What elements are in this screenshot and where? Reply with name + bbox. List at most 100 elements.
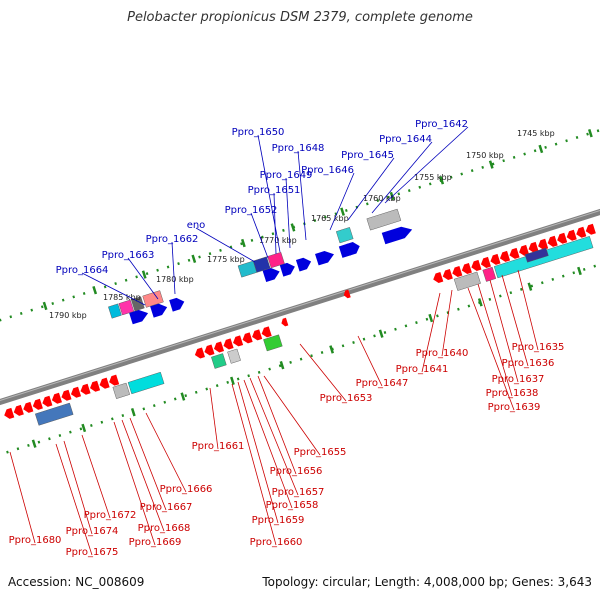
callout-line: [113, 421, 156, 546]
kbp-label: 1780 kbp: [156, 275, 194, 284]
gene-box: [227, 348, 241, 364]
minus-gene-label-Ppro_1657: Ppro_1657: [272, 487, 325, 498]
forward-gene: [346, 242, 360, 256]
plus-gene-label-Ppro_1642: Ppro_1642: [415, 119, 468, 130]
reverse-gene: [343, 289, 351, 299]
callout-line: [517, 269, 539, 351]
callout-line: [421, 292, 441, 373]
callout-line: [250, 212, 269, 259]
gene-box: [263, 334, 283, 352]
reverse-gene-arrow: [499, 250, 511, 262]
forward-gene: [262, 267, 280, 283]
major-tick: [329, 345, 335, 354]
reverse-gene: [233, 335, 244, 347]
forward-gene-arrow: [129, 309, 149, 325]
minus-gene-label-Ppro_1668: Ppro_1668: [138, 523, 191, 534]
gene-box-navy2: [524, 247, 549, 263]
reverse-gene: [80, 383, 91, 395]
major-tick: [290, 223, 296, 232]
reverse-gene: [528, 241, 539, 253]
callout-line: [477, 283, 513, 397]
reverse-gene: [576, 226, 587, 238]
plus-gene-label-Ppro_1663: Ppro_1663: [102, 250, 155, 261]
gene-box-lightgray: [112, 382, 131, 399]
reverse-gene: [194, 347, 205, 359]
forward-gene: [315, 251, 334, 266]
reverse-gene-arrow: [471, 259, 482, 271]
major-tick: [130, 408, 136, 417]
reverse-gene: [566, 229, 577, 241]
reverse-gene-arrow: [509, 247, 520, 259]
reverse-gene-arrow: [109, 374, 120, 386]
reverse-gene-arrow: [23, 401, 34, 413]
kbp-label: 1755 kbp: [414, 173, 452, 182]
callout-line: [384, 126, 469, 204]
major-tick: [42, 301, 48, 311]
minus-gene-label-Ppro_1675: Ppro_1675: [66, 547, 119, 558]
gene-box: [127, 371, 165, 395]
forward-gene-arrow: [279, 262, 295, 277]
callout-line: [467, 287, 515, 411]
reverse-gene: [242, 332, 253, 344]
major-tick: [31, 439, 37, 448]
gene-box-navy: [252, 256, 271, 273]
forward-gene-arrow: [262, 267, 280, 283]
major-tick: [588, 129, 593, 138]
gene-box-green: [211, 353, 227, 369]
minus-gene-label-Ppro_1635: Ppro_1635: [512, 342, 565, 353]
callout-line: [129, 417, 167, 511]
callout-line: [243, 379, 293, 509]
major-tick: [81, 423, 87, 433]
reverse-gene-arrow: [51, 392, 62, 404]
callout-line: [329, 172, 355, 231]
reverse-gene: [223, 338, 234, 350]
major-tick: [180, 392, 186, 401]
plus-gene-label-Ppro_1645: Ppro_1645: [341, 150, 394, 161]
callout-line: [127, 257, 159, 300]
minus-gene-label-Ppro_1660: Ppro_1660: [250, 537, 303, 548]
reverse-gene: [281, 317, 289, 327]
reverse-gene-arrow: [519, 244, 530, 256]
kbp-label: 1790 kbp: [49, 311, 87, 320]
reverse-gene-arrow: [252, 329, 263, 341]
minus-gene-label-Ppro_1666: Ppro_1666: [160, 484, 213, 495]
minus-gene-label-Ppro_1639: Ppro_1639: [488, 402, 541, 413]
reverse-gene: [61, 389, 72, 401]
callout-line: [347, 157, 395, 221]
minus-gene-label-Ppro_1637: Ppro_1637: [492, 374, 545, 385]
reverse-gene: [4, 407, 15, 419]
gene-box: [335, 227, 354, 244]
major-tick: [92, 286, 98, 295]
backbone-highlight: [0, 209, 600, 402]
plus-gene-label-Ppro_1649: Ppro_1649: [260, 170, 313, 181]
gene-box-magenta: [118, 299, 135, 316]
minus-gene-label-Ppro_1656: Ppro_1656: [270, 466, 323, 477]
gene-box-cyan2: [335, 227, 354, 244]
accession-label: Accession: NC_008609: [8, 575, 145, 589]
plus-gene-label-eno: eno: [187, 220, 206, 231]
plus-gene-label-Ppro_1648: Ppro_1648: [272, 143, 325, 154]
major-tick: [428, 313, 434, 323]
reverse-gene: [42, 395, 53, 407]
forward-gene: [169, 297, 185, 312]
reverse-gene-arrow: [480, 256, 491, 268]
reverse-gene: [109, 374, 120, 386]
forward-gene-arrow: [346, 242, 360, 256]
reverse-gene-arrow: [90, 380, 101, 392]
reverse-gene-arrow: [32, 398, 43, 410]
gene-box: [524, 247, 549, 263]
gene-box-lime: [263, 334, 283, 352]
reverse-gene: [519, 244, 530, 256]
callout-line: [263, 375, 321, 456]
reverse-gene-arrow: [233, 335, 244, 347]
gene-box-cyan: [108, 303, 122, 319]
gene-box-pink: [142, 290, 164, 308]
reverse-gene: [90, 380, 101, 392]
minus-gene-label-Ppro_1659: Ppro_1659: [252, 515, 305, 526]
forward-gene: [150, 303, 168, 318]
reverse-gene: [585, 223, 596, 235]
reverse-gene-arrow: [80, 383, 91, 395]
reverse-gene-arrow: [204, 344, 215, 356]
reverse-gene: [213, 341, 225, 353]
